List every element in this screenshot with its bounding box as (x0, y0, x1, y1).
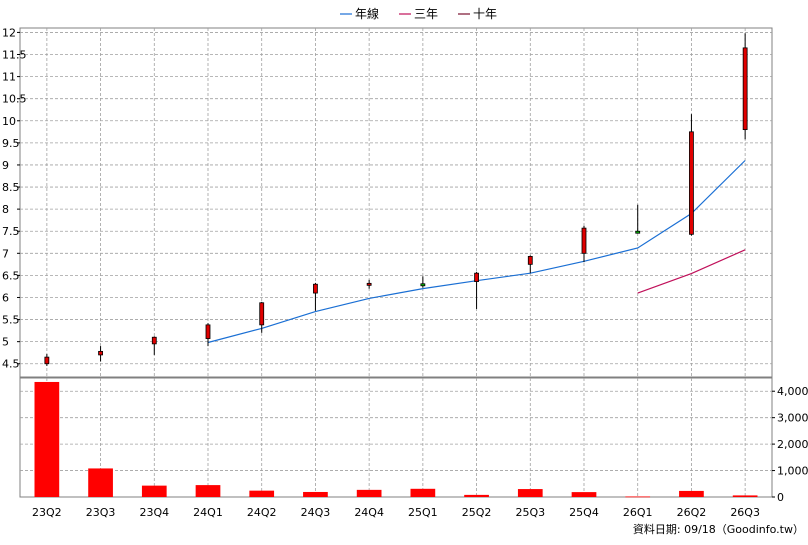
chart-legend: 年線 三年 十年 (340, 6, 497, 21)
price-gridlines (20, 28, 772, 377)
candle-body (366, 282, 372, 286)
volume-bar (303, 491, 328, 497)
volume-bar (356, 489, 382, 497)
x-axis-tick-labels: 23Q2 23Q3 23Q4 24Q1 24Q2 24Q3 24Q4 25Q1 25Q2 25Q3… (32, 506, 760, 519)
volume-tick-label: 0 (777, 491, 784, 504)
volume-bar (88, 468, 113, 497)
legend-label: 十年 (473, 7, 497, 21)
volume-gridlines (20, 378, 772, 497)
candle-body (151, 336, 157, 345)
x-tick-label: 24Q1 (193, 506, 223, 519)
candle-body (98, 350, 103, 356)
volume-bar (249, 490, 275, 497)
x-tick-label: 25Q2 (462, 506, 492, 519)
price-tick-label: 4.5 (2, 358, 20, 371)
candle-body (44, 356, 50, 365)
candlesticks (44, 33, 748, 366)
candle-body (474, 272, 479, 282)
volume-bar (517, 489, 543, 497)
price-tick-label: 11.5 (2, 49, 27, 62)
x-tick-label: 24Q4 (354, 506, 384, 519)
x-tick-label: 26Q2 (677, 506, 707, 519)
volume-tick-label: 4,000 (777, 385, 808, 398)
price-tick-label: 6.5 (2, 269, 20, 282)
candle-body (581, 227, 587, 254)
volume-bars (34, 381, 758, 498)
candle-body (205, 324, 211, 339)
data-date-footer: 資料日期: 09/18（Goodinfo.tw） (633, 522, 804, 536)
price-tick-label: 6 (2, 291, 9, 304)
price-tick-label: 7.5 (2, 225, 20, 238)
price-tick-label: 8.5 (2, 181, 20, 194)
price-tick-label: 5.5 (2, 314, 20, 327)
candle-body (420, 283, 426, 287)
candle-body (635, 230, 641, 234)
volume-bar (571, 492, 597, 497)
x-tick-label: 23Q4 (139, 506, 169, 519)
price-tick-label: 11 (2, 71, 16, 84)
price-tick-label: 9 (2, 159, 9, 172)
price-tick-label: 10 (2, 115, 16, 128)
volume-bar (625, 496, 651, 498)
x-tick-label: 26Q3 (730, 506, 760, 519)
volume-bar (141, 485, 167, 497)
volume-bar (410, 488, 436, 497)
x-tick-label: 24Q3 (301, 506, 331, 519)
volume-tick-label: 1,000 (777, 465, 808, 478)
price-tick-label: 7 (2, 247, 9, 260)
candle-body (689, 131, 694, 235)
candle-body (742, 47, 748, 131)
price-tick-label: 5 (2, 336, 9, 349)
x-tick-label: 24Q2 (247, 506, 277, 519)
x-tick-label: 25Q4 (569, 506, 599, 519)
price-tick-label: 10.5 (2, 93, 27, 106)
x-tick-label: 23Q2 (32, 506, 62, 519)
volume-panel-frame (19, 377, 773, 498)
x-tick-label: 23Q3 (86, 506, 116, 519)
price-tick-label: 9.5 (2, 137, 20, 150)
series-line (637, 249, 746, 294)
volume-bar (464, 494, 489, 497)
x-tick-label: 26Q1 (623, 506, 653, 519)
volume-axis-ticks: 0 1,000 2,000 3,000 4,000 (772, 385, 808, 504)
volume-tick-label: 2,000 (777, 438, 808, 451)
volume-bar (34, 381, 60, 497)
candle-body (259, 302, 265, 326)
volume-bar (732, 495, 758, 497)
volume-tick-label: 3,000 (777, 412, 808, 425)
volume-bar (195, 485, 221, 497)
x-tick-label: 25Q1 (408, 506, 438, 519)
x-tick-label: 25Q3 (515, 506, 545, 519)
price-tick-label: 8 (2, 203, 9, 216)
candle-body (527, 255, 533, 265)
volume-bar (679, 490, 704, 497)
candle-body (313, 283, 318, 294)
price-panel-frame (19, 27, 773, 378)
legend-label: 三年 (414, 7, 438, 21)
price-tick-label: 12 (2, 26, 16, 39)
legend-label: 年線 (355, 6, 379, 21)
price-axis-ticks: 4.5 5 5.5 6 6.5 7 7.5 8 8.5 9 9.5 10 10.5 11 11.5 12 (2, 26, 27, 370)
